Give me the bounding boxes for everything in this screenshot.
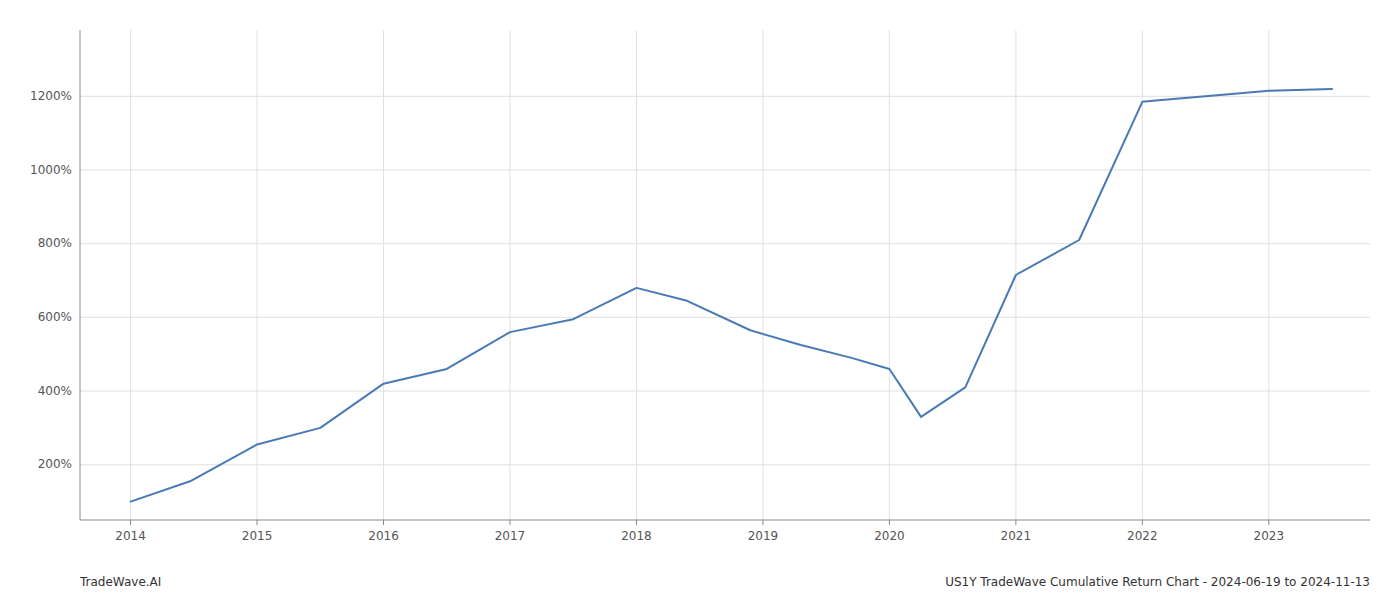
y-tick-label: 1200% bbox=[30, 89, 72, 103]
x-tick-mark bbox=[889, 520, 890, 525]
x-axis-line bbox=[80, 520, 1370, 521]
x-tick-label: 2015 bbox=[242, 529, 273, 543]
x-grid-line bbox=[889, 30, 890, 520]
y-tick-label: 200% bbox=[38, 457, 72, 471]
x-tick-label: 2023 bbox=[1254, 529, 1285, 543]
x-tick-mark bbox=[636, 520, 637, 525]
x-tick-label: 2016 bbox=[368, 529, 399, 543]
x-tick-mark bbox=[510, 520, 511, 525]
x-tick-label: 2021 bbox=[1001, 529, 1032, 543]
y-grid-line bbox=[80, 464, 1370, 465]
x-tick-mark bbox=[762, 520, 763, 525]
x-tick-label: 2020 bbox=[874, 529, 905, 543]
x-grid-line bbox=[130, 30, 131, 520]
x-tick-mark bbox=[1015, 520, 1016, 525]
footer-text: US1Y TradeWave Cumulative Return Chart -… bbox=[945, 575, 1370, 589]
x-tick-label: 2022 bbox=[1127, 529, 1158, 543]
x-tick-label: 2017 bbox=[495, 529, 526, 543]
axes: 200% 400% 600% 800% 1000% 1200% 2014 2015 2016 20… bbox=[30, 30, 1370, 543]
y-grid-line bbox=[80, 96, 1370, 97]
y-tick-label: 400% bbox=[38, 384, 72, 398]
x-grid-line bbox=[383, 30, 384, 520]
y-grid-line bbox=[80, 170, 1370, 171]
x-grid-line bbox=[1268, 30, 1269, 520]
x-tick-mark bbox=[1142, 520, 1143, 525]
y-grid-line bbox=[80, 243, 1370, 244]
y-tick-label: 600% bbox=[38, 310, 72, 324]
x-tick-mark bbox=[1268, 520, 1269, 525]
series bbox=[131, 89, 1332, 502]
x-grid-line bbox=[762, 30, 763, 520]
x-grid-line bbox=[257, 30, 258, 520]
line bbox=[131, 89, 1332, 502]
x-tick-mark bbox=[257, 520, 258, 525]
x-grid-line bbox=[510, 30, 511, 520]
x-tick-label: 2019 bbox=[748, 529, 779, 543]
y-tick-label: 1000% bbox=[30, 163, 72, 177]
x-tick-label: 2018 bbox=[621, 529, 652, 543]
x-tick-mark bbox=[130, 520, 131, 525]
x-tick-mark bbox=[383, 520, 384, 525]
y-tick-label: 800% bbox=[38, 236, 72, 250]
footer-text: TradeWave.AI bbox=[79, 575, 161, 589]
x-tick-label: 2014 bbox=[115, 529, 146, 543]
y-grid-line bbox=[80, 391, 1370, 392]
x-grid-line bbox=[636, 30, 637, 520]
chart: 200% 400% 600% 800% 1000% 1200% 2014 2015 2016 20… bbox=[0, 0, 1400, 600]
grid bbox=[80, 30, 1370, 520]
y-axis-line bbox=[80, 30, 81, 520]
